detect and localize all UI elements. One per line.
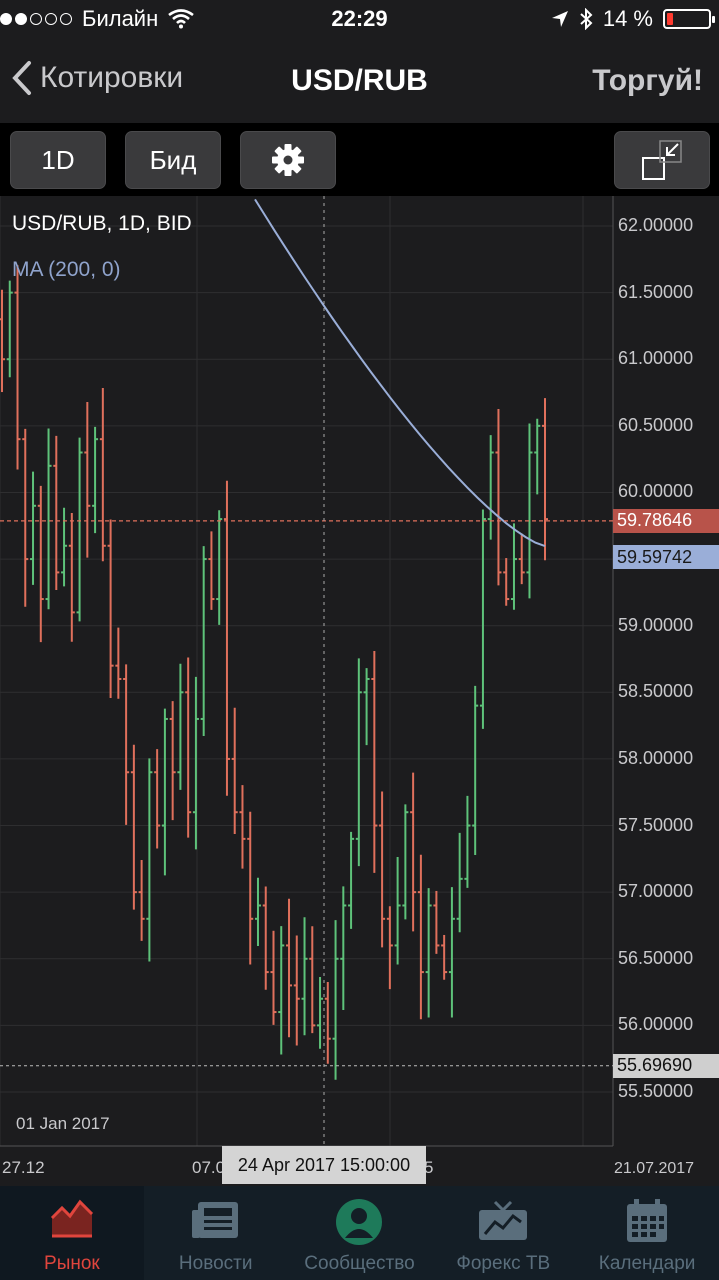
- low-price-marker: 55.69690: [613, 1053, 719, 1078]
- tab-news-label: Новости: [178, 1253, 253, 1274]
- trade-button[interactable]: Торгуй!: [592, 64, 703, 97]
- y-tick-label: 58.50000: [618, 681, 694, 702]
- tab-forex-tv-label: Форекс ТВ: [456, 1253, 551, 1274]
- moving-average-legend: MA (200, 0): [12, 258, 121, 281]
- price-chart[interactable]: USD/RUB, 1D, BID MA (200, 0) 62.00000 61.…: [0, 196, 719, 1186]
- carrier-name: Билайн: [82, 6, 159, 31]
- newspaper-icon: [191, 1202, 238, 1238]
- navigation-bar: Котировки USD/RUB Торгуй!: [0, 40, 719, 124]
- y-tick-label: 56.00000: [618, 1014, 694, 1035]
- ma-value-marker: 59.59742: [613, 545, 719, 570]
- tab-community-label: Сообщество: [304, 1253, 415, 1274]
- y-tick-label: 62.00000: [618, 215, 694, 235]
- chevron-left-icon: [12, 61, 31, 95]
- tab-forex-tv[interactable]: Форекс ТВ: [431, 1186, 575, 1280]
- crosshair-date-label: 24 Apr 2017 15:00:00: [222, 1146, 426, 1184]
- y-tick-label: 60.50000: [618, 414, 694, 435]
- tab-calendar-label: Календари: [598, 1253, 696, 1274]
- location-arrow-icon: [551, 11, 568, 27]
- battery-percent: 14 %: [602, 6, 653, 31]
- price-type-button[interactable]: Бид: [125, 131, 221, 189]
- chart-toolbar: 1D Бид: [0, 124, 719, 196]
- y-tick-label: 57.00000: [618, 881, 694, 902]
- user-avatar-icon: [336, 1199, 383, 1245]
- y-tick-label: 56.50000: [618, 947, 694, 968]
- market-chart-icon: [50, 1199, 93, 1238]
- settings-button[interactable]: [240, 131, 336, 189]
- moving-average-line: [254, 198, 546, 548]
- inner-date-label: 01 Jan 2017: [16, 1114, 110, 1133]
- x-axis-label: 07.0: [192, 1158, 226, 1177]
- y-tick-label: 59.00000: [618, 614, 694, 635]
- tab-bar: Рынок Новости Сообщество Форекс ТВ: [0, 1186, 719, 1280]
- tab-news[interactable]: Новости: [144, 1186, 288, 1280]
- y-tick-label: 57.50000: [618, 814, 694, 835]
- y-tick-label: 58.00000: [618, 747, 694, 768]
- clock: 22:29: [331, 6, 388, 31]
- back-button[interactable]: Котировки: [12, 60, 183, 96]
- tab-market[interactable]: Рынок: [0, 1186, 144, 1280]
- back-button-label: Котировки: [40, 61, 184, 94]
- status-bar: Билайн 22:29 14 %: [0, 0, 719, 40]
- x-axis-label-start: 27.12: [2, 1158, 45, 1177]
- chart-canvas[interactable]: [0, 196, 719, 1186]
- signal-strength-icon: [0, 13, 72, 25]
- y-tick-label: 61.00000: [618, 348, 694, 369]
- x-axis-label-end: 21.07.2017: [614, 1160, 695, 1177]
- battery-icon: [663, 9, 715, 29]
- bluetooth-icon: [580, 8, 593, 30]
- y-tick-label: 55.50000: [618, 1081, 694, 1101]
- x-axis-label: 5: [424, 1158, 434, 1177]
- timeframe-button[interactable]: 1D: [10, 131, 106, 189]
- tab-calendar[interactable]: Календари: [575, 1186, 719, 1280]
- wifi-icon: [168, 9, 195, 29]
- fullscreen-toggle-button[interactable]: [614, 131, 710, 189]
- gear-icon: [272, 144, 304, 176]
- collapse-expand-icon: [642, 140, 682, 180]
- y-tick-label: 60.00000: [618, 481, 694, 502]
- last-price-marker: 59.78646: [613, 508, 719, 533]
- tab-community[interactable]: Сообщество: [288, 1186, 432, 1280]
- y-tick-label: 61.50000: [618, 281, 694, 302]
- chart-title: USD/RUB, 1D, BID: [12, 212, 192, 235]
- tab-market-label: Рынок: [44, 1253, 100, 1274]
- calendar-icon: [627, 1199, 668, 1242]
- tv-icon: [479, 1200, 528, 1240]
